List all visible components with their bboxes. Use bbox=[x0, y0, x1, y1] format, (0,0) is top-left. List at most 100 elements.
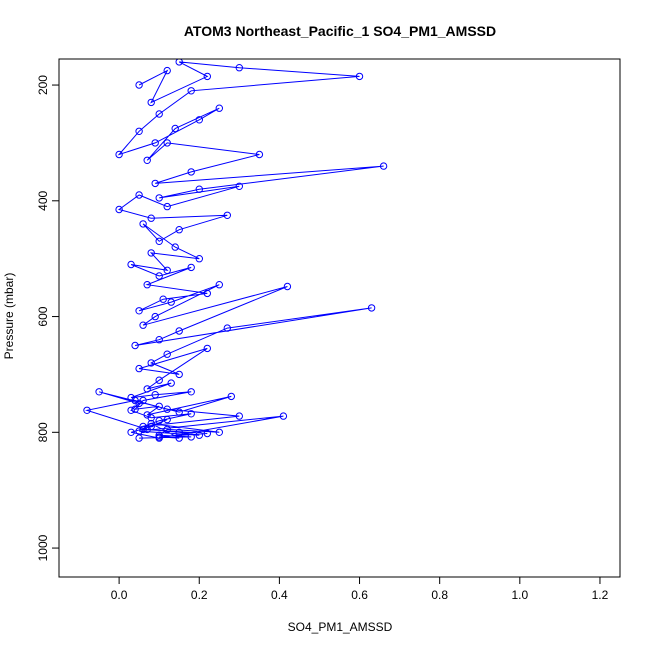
data-point bbox=[163, 139, 171, 147]
data-point bbox=[127, 428, 135, 436]
data-point bbox=[215, 281, 224, 289]
data-point bbox=[163, 425, 171, 434]
data-point bbox=[147, 98, 155, 107]
data-point bbox=[155, 237, 163, 246]
data-point bbox=[155, 194, 163, 202]
data-point bbox=[163, 415, 171, 424]
data-point bbox=[175, 428, 183, 436]
data-point bbox=[167, 379, 175, 387]
data-point bbox=[187, 433, 195, 441]
data-point bbox=[135, 427, 143, 435]
data-point bbox=[163, 405, 171, 413]
data-point bbox=[135, 81, 143, 89]
data-point bbox=[195, 255, 204, 263]
data-point bbox=[175, 434, 183, 442]
data-point bbox=[115, 205, 123, 214]
data-point bbox=[195, 116, 204, 124]
data-point bbox=[283, 282, 292, 291]
x-tick-label: 1.0 bbox=[511, 588, 528, 602]
data-point bbox=[127, 260, 135, 269]
data-point bbox=[203, 429, 212, 438]
y-axis-label: Pressure (mbar) bbox=[2, 273, 16, 360]
y-tick-label: 600 bbox=[36, 306, 50, 326]
data-point bbox=[175, 370, 183, 379]
data-point bbox=[155, 336, 163, 344]
data-point bbox=[279, 412, 288, 420]
data-point bbox=[367, 304, 376, 312]
y-tick-label: 200 bbox=[36, 75, 50, 95]
data-point bbox=[203, 72, 212, 81]
data-point bbox=[155, 110, 163, 118]
data-point bbox=[131, 396, 139, 405]
chart-title: ATOM3 Northeast_Pacific_1 SO4_PM1_AMSSD bbox=[184, 23, 496, 39]
data-point bbox=[175, 408, 183, 416]
y-tick-label: 1000 bbox=[36, 534, 50, 561]
x-tick-label: 0.4 bbox=[271, 588, 288, 602]
data-point bbox=[187, 388, 195, 396]
data-point bbox=[195, 185, 204, 193]
data-point bbox=[135, 307, 143, 315]
data-point bbox=[83, 406, 91, 414]
data-point bbox=[155, 376, 163, 384]
axes: 0.0 0.2 0.4 0.6 0.8 1.0 1.2 200 400 600 800 1000 bbox=[36, 75, 609, 602]
data-point bbox=[151, 179, 159, 188]
data-point bbox=[187, 87, 195, 95]
data-point bbox=[215, 428, 224, 436]
data-point bbox=[203, 344, 212, 353]
data-point bbox=[187, 410, 195, 418]
data-point bbox=[175, 327, 183, 335]
data-point bbox=[159, 295, 167, 303]
data-point bbox=[187, 263, 195, 272]
data-point bbox=[139, 321, 147, 329]
data-point bbox=[143, 281, 151, 289]
data-point bbox=[131, 405, 139, 413]
data-point bbox=[379, 162, 388, 170]
data-point bbox=[203, 289, 212, 298]
x-tick-label: 1.2 bbox=[592, 588, 609, 602]
data-point bbox=[135, 191, 143, 199]
data-point bbox=[355, 72, 364, 81]
data-point bbox=[255, 150, 264, 159]
data-point bbox=[139, 425, 147, 434]
data-point bbox=[227, 392, 236, 401]
x-tick-label: 0.6 bbox=[351, 588, 368, 602]
y-tick-label: 400 bbox=[36, 190, 50, 210]
plot-frame bbox=[58, 58, 621, 578]
data-point bbox=[131, 341, 139, 350]
data-point bbox=[171, 124, 179, 133]
data-point bbox=[155, 431, 163, 439]
data-point bbox=[187, 168, 195, 176]
data-point bbox=[143, 156, 151, 165]
data-point bbox=[215, 104, 224, 112]
x-tick-label: 0.2 bbox=[191, 588, 208, 602]
data-point bbox=[135, 364, 143, 373]
data-point bbox=[223, 324, 232, 332]
data-point bbox=[135, 127, 143, 136]
data-point bbox=[151, 391, 159, 399]
data-point bbox=[235, 412, 244, 420]
data-point bbox=[147, 359, 155, 367]
series-line bbox=[85, 61, 384, 439]
data-point bbox=[155, 402, 163, 410]
data-point bbox=[175, 226, 183, 234]
data-point bbox=[163, 266, 171, 274]
data-point bbox=[155, 272, 163, 280]
data-point bbox=[143, 385, 151, 393]
data-point bbox=[127, 406, 135, 414]
data-point bbox=[147, 214, 155, 222]
data-point bbox=[235, 182, 244, 191]
data-point bbox=[147, 249, 155, 257]
data-point bbox=[139, 220, 147, 228]
data-point bbox=[151, 312, 159, 321]
data-point bbox=[147, 422, 155, 431]
data-point bbox=[223, 211, 232, 220]
x-tick-label: 0.8 bbox=[431, 588, 448, 602]
x-axis-label: SO4_PM1_AMSSD bbox=[288, 620, 393, 634]
data-point bbox=[151, 139, 159, 147]
data-point bbox=[195, 431, 204, 439]
data-point bbox=[155, 417, 163, 425]
data-point bbox=[163, 66, 171, 75]
plot-area bbox=[83, 59, 388, 442]
x-tick-label: 0.0 bbox=[111, 588, 128, 602]
